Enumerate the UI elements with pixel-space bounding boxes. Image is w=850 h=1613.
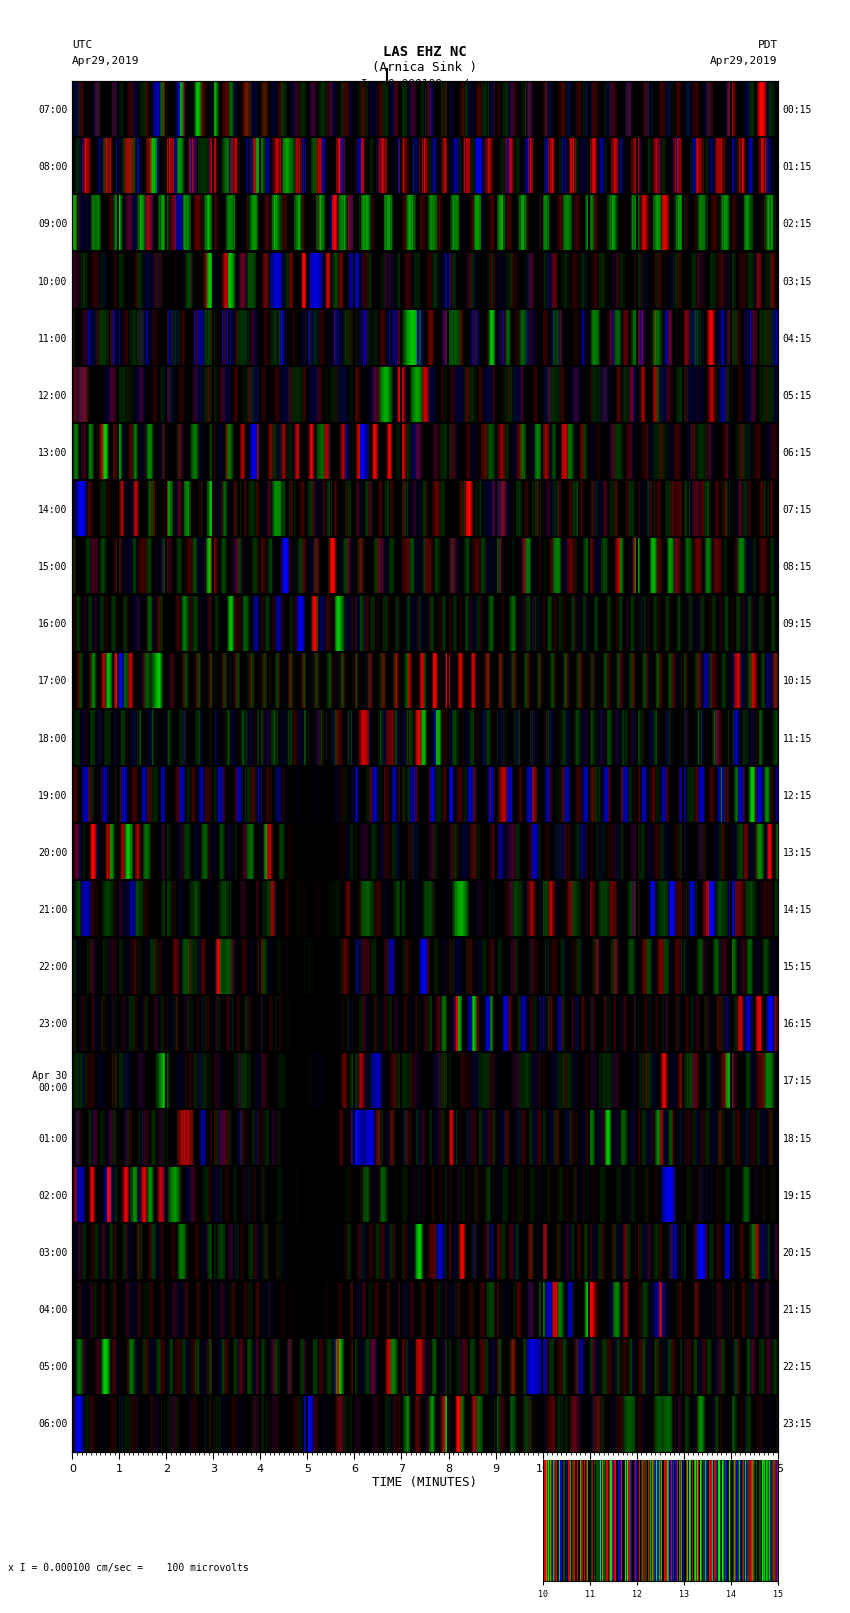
Text: Apr29,2019: Apr29,2019 [711, 56, 778, 66]
Text: x I = 0.000100 cm/sec =    100 microvolts: x I = 0.000100 cm/sec = 100 microvolts [8, 1563, 249, 1573]
Text: (Arnica Sink ): (Arnica Sink ) [372, 61, 478, 74]
X-axis label: TIME (MINUTES): TIME (MINUTES) [372, 1476, 478, 1489]
Text: I = 0.000100 cm/sec: I = 0.000100 cm/sec [361, 79, 489, 89]
Text: Apr29,2019: Apr29,2019 [72, 56, 139, 66]
Text: PDT: PDT [757, 40, 778, 50]
Text: UTC: UTC [72, 40, 93, 50]
Text: LAS EHZ NC: LAS EHZ NC [383, 45, 467, 60]
